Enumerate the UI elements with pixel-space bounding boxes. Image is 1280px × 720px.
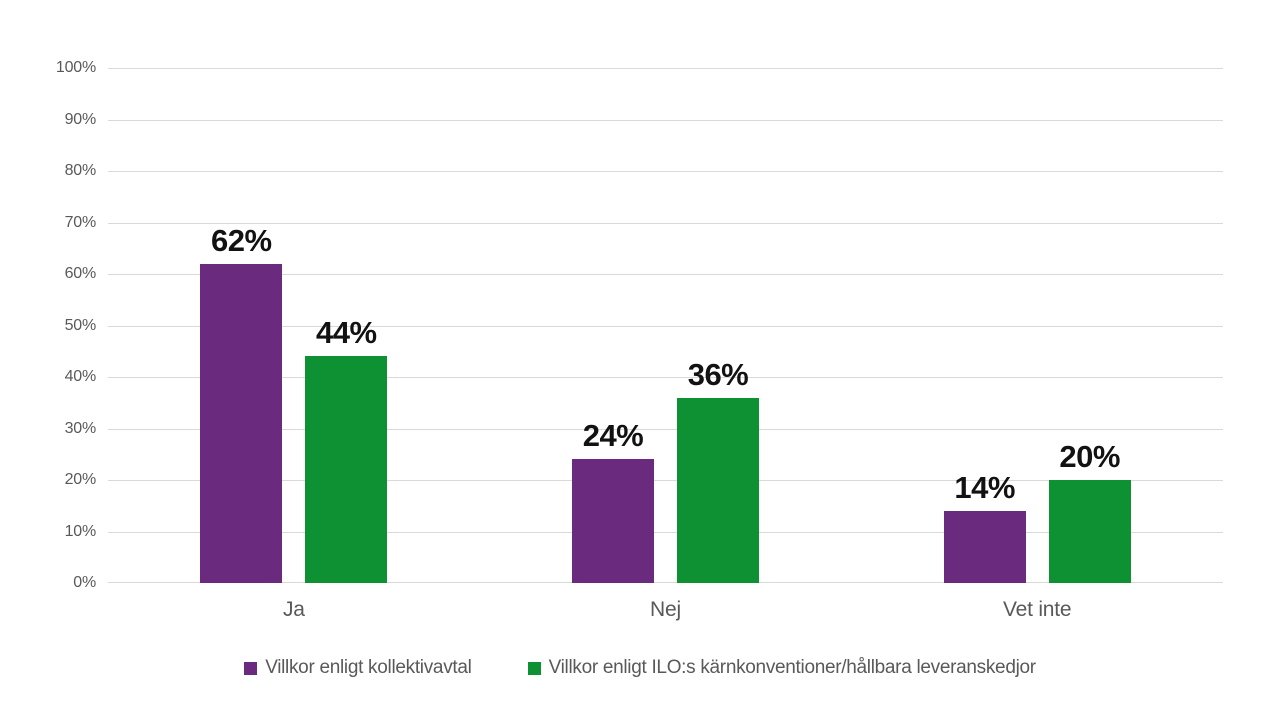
y-axis-tick-label: 90% [64,110,97,128]
legend-label: Villkor enligt kollektivavtal [265,657,472,678]
legend-item: Villkor enligt ILO:s kärnkonventioner/hå… [527,657,1037,679]
data-label: 62% [211,222,272,258]
gridline [108,377,1223,378]
legend: Villkor enligt kollektivavtal Villkor enl… [0,657,1280,679]
bar-series2-nej [676,397,759,583]
gridline [108,274,1223,275]
bar-series2-vet-inte [1048,480,1131,583]
bar-column: 14% [943,68,1026,583]
plot-area: 62% 44% 24% 36% 14% 20% [108,68,1223,583]
bar-series1-nej [571,459,654,583]
y-axis-tick-label: 60% [64,265,97,282]
gridline [108,68,1223,69]
data-label: 44% [316,315,377,351]
bar-series1-vet-inte [943,510,1026,583]
data-label: 20% [1059,439,1120,474]
y-axis-tick-label: 80% [64,162,97,179]
bar-column: 36% [676,68,759,583]
y-axis-tick-label: 0% [73,574,96,591]
legend-swatch-icon [244,661,258,675]
gridline [108,531,1223,533]
legend-swatch-icon [527,661,541,675]
x-axis-category-label: Vet inte [1002,598,1072,621]
legend-item: Villkor enligt kollektivavtal [244,657,472,679]
bar-series1-ja [200,263,283,583]
bar-group: 14% 20% [851,68,1223,583]
bar-column: 44% [305,68,388,583]
gridline [108,428,1223,430]
bar-group: 24% 36% [480,68,852,583]
gridline [108,480,1223,481]
bar-series2-ja [305,356,388,583]
gridline [108,119,1223,121]
bar-column: 62% [200,68,283,583]
data-label: 24% [582,418,644,454]
gridline [108,171,1223,172]
y-axis-tick-label: 20% [64,471,97,488]
y-axis-tick-label: 30% [64,419,97,437]
x-axis-category-label: Nej [650,598,681,621]
data-label: 36% [687,356,749,392]
bar-group: 62% 44% [108,68,480,583]
y-axis-tick-label: 10% [64,522,97,540]
gridline [108,582,1223,583]
y-axis-tick-label: 100% [55,59,96,76]
x-axis-category-label: Ja [282,598,305,621]
gridline [108,222,1223,224]
y-axis-tick-label: 40% [64,368,97,385]
bar-column: 20% [1048,68,1131,583]
bar-column: 24% [571,68,654,583]
y-axis-tick-label: 50% [64,316,97,334]
x-axis: Ja Nej Vet inte [108,598,1223,622]
gridline [108,325,1223,327]
legend-label: Villkor enligt ILO:s kärnkonventioner/hå… [548,657,1037,678]
y-axis-tick-label: 70% [64,213,97,231]
data-label: 14% [954,469,1015,505]
